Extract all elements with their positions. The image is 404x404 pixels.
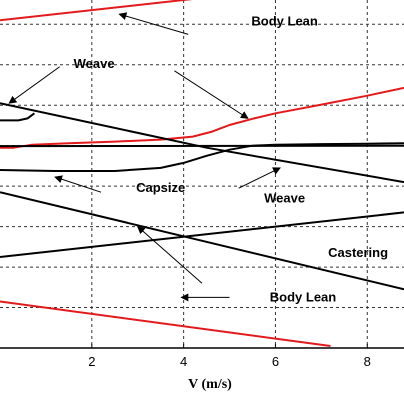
annotation-arrows — [8, 12, 281, 302]
annotations: Body Lean Weave Capsize Weave Castering Body … — [74, 13, 388, 304]
grid — [0, 0, 404, 349]
annotation-label: Castering — [328, 245, 388, 260]
series-lines — [0, 0, 404, 347]
annotation-arrow — [118, 12, 189, 35]
x-tick-label: 8 — [364, 354, 371, 369]
annotation-arrow — [238, 167, 281, 189]
annotation-label: Body Lean — [270, 289, 337, 304]
x-tick-label: 6 — [272, 354, 279, 369]
x-tick-label: 2 — [88, 354, 95, 369]
x-tick-label: 4 — [180, 354, 187, 369]
x-axis-label: V (m/s) — [188, 377, 232, 392]
annotation-arrow — [136, 225, 203, 284]
series-line-3 — [0, 300, 331, 347]
series-line-4 — [0, 102, 404, 184]
series-line-8 — [0, 191, 404, 291]
annotation-label: Weave — [264, 190, 305, 205]
series-line-9 — [0, 211, 404, 258]
annotation-arrow — [54, 175, 102, 193]
series-line-6 — [0, 142, 404, 172]
annotation-arrow — [8, 66, 60, 104]
series-line-2 — [0, 86, 404, 149]
x-tick-labels: 2 4 6 8 — [88, 354, 371, 369]
series-line-1 — [0, 0, 193, 22]
annotation-label: Weave — [74, 56, 115, 71]
annotation-label: Body Lean — [251, 13, 318, 28]
annotation-arrow — [174, 70, 249, 119]
series-line-5 — [0, 112, 35, 122]
annotation-label: Capsize — [136, 180, 185, 195]
